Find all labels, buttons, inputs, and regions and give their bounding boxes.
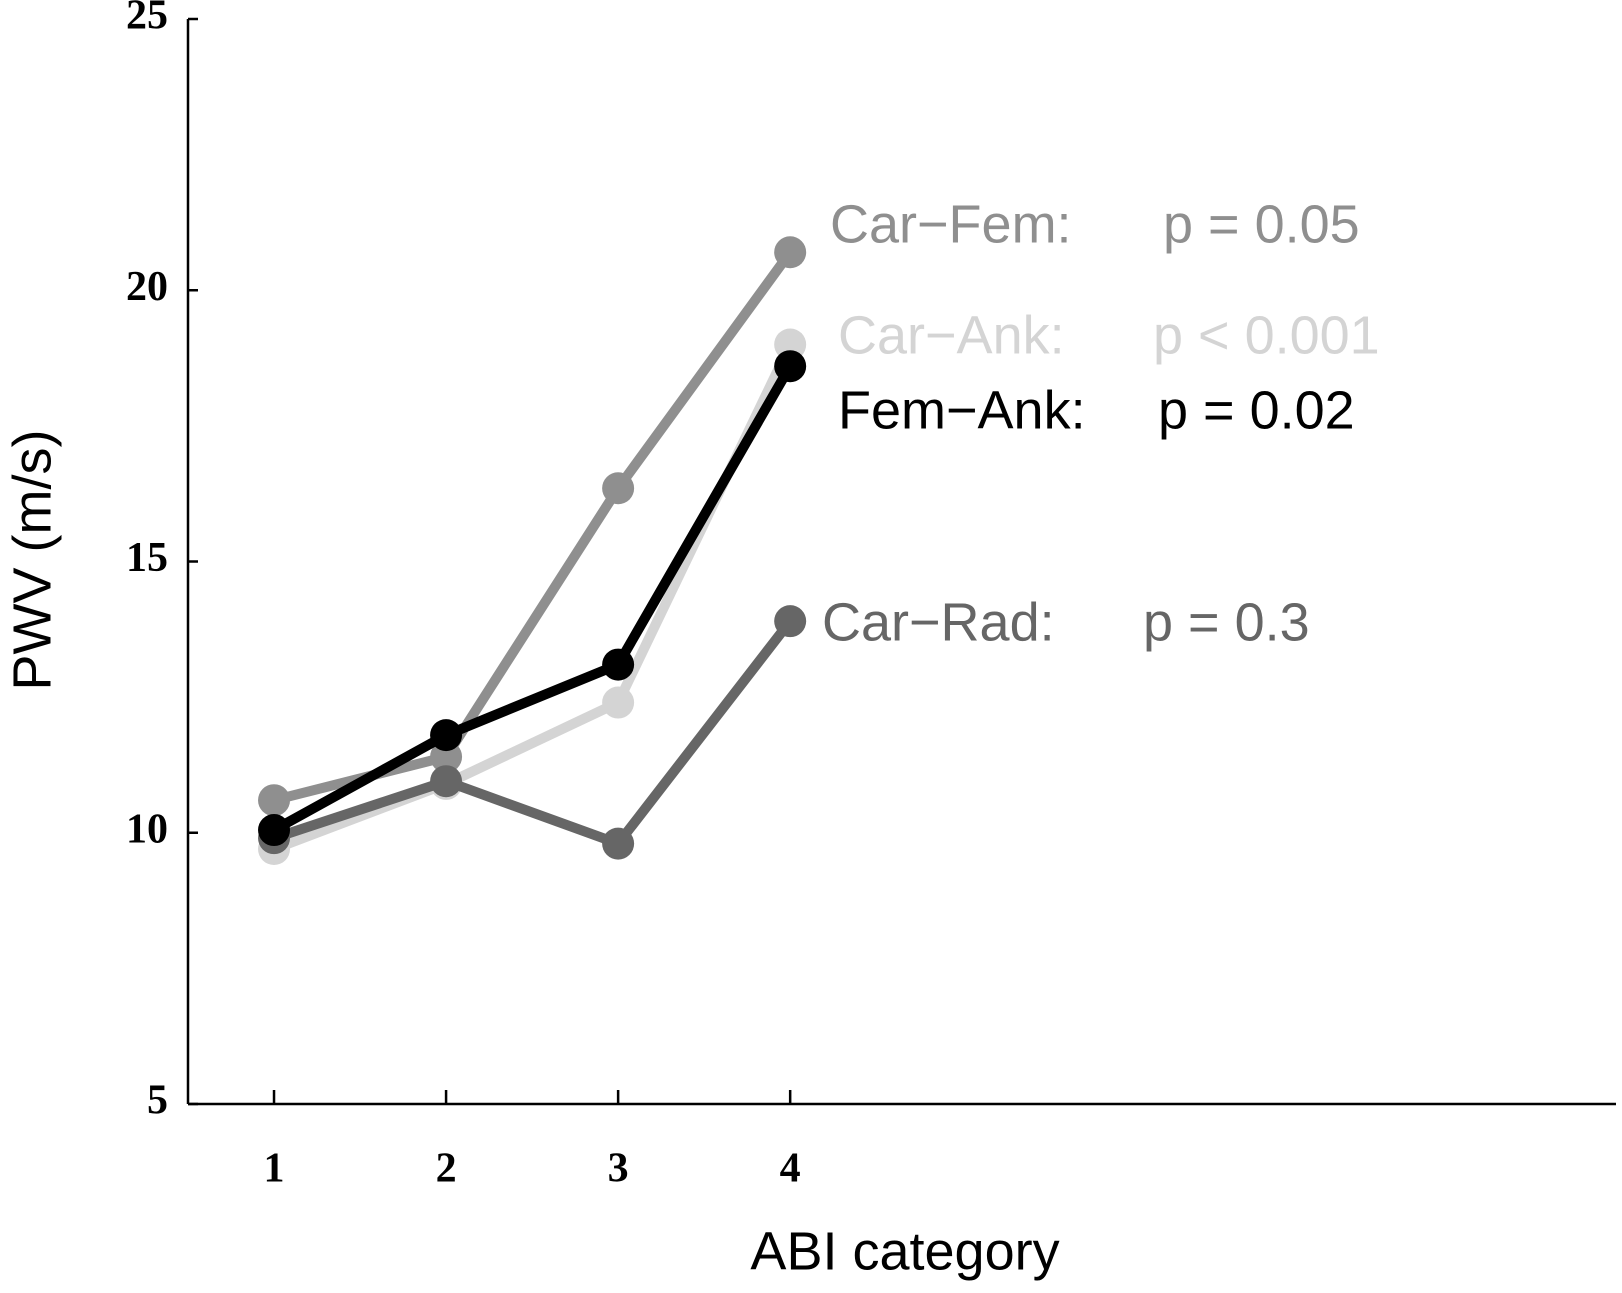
y-tick-label: 10 <box>126 806 168 852</box>
x-tick-label: 3 <box>608 1146 629 1192</box>
point <box>602 686 635 719</box>
y-tick-label: 20 <box>126 264 168 310</box>
point <box>602 648 635 681</box>
legend-label: Car−Fem: <box>830 194 1072 254</box>
p-value-annotation: p = 0.3 <box>1143 592 1310 652</box>
x-tick-label: 1 <box>264 1146 285 1192</box>
point <box>602 827 635 860</box>
point <box>430 765 463 798</box>
legend-label: Car−Ank: <box>838 305 1065 365</box>
y-axis-label: PWV (m/s) <box>2 430 62 691</box>
point <box>774 605 807 638</box>
y-tick-label: 25 <box>126 0 168 39</box>
y-tick-label: 5 <box>147 1078 168 1124</box>
point <box>258 784 291 817</box>
point <box>774 236 807 269</box>
legend-label: Fem−Ank: <box>838 380 1086 440</box>
p-value-annotation: p = 0.05 <box>1163 194 1360 254</box>
series-line <box>272 342 795 854</box>
series-line <box>272 618 795 849</box>
p-value-annotation: p < 0.001 <box>1153 305 1380 365</box>
point <box>258 814 291 847</box>
point <box>774 350 807 383</box>
legend-label: Car−Rad: <box>822 592 1055 652</box>
x-axis-label: ABI category <box>750 1221 1059 1281</box>
series-line <box>271 363 795 835</box>
x-tick-label: 2 <box>436 1146 457 1192</box>
point <box>430 719 463 752</box>
x-tick-label: 4 <box>780 1146 801 1192</box>
p-value-annotation: p = 0.02 <box>1158 380 1355 440</box>
y-tick-label: 15 <box>126 535 168 581</box>
point <box>602 472 635 505</box>
